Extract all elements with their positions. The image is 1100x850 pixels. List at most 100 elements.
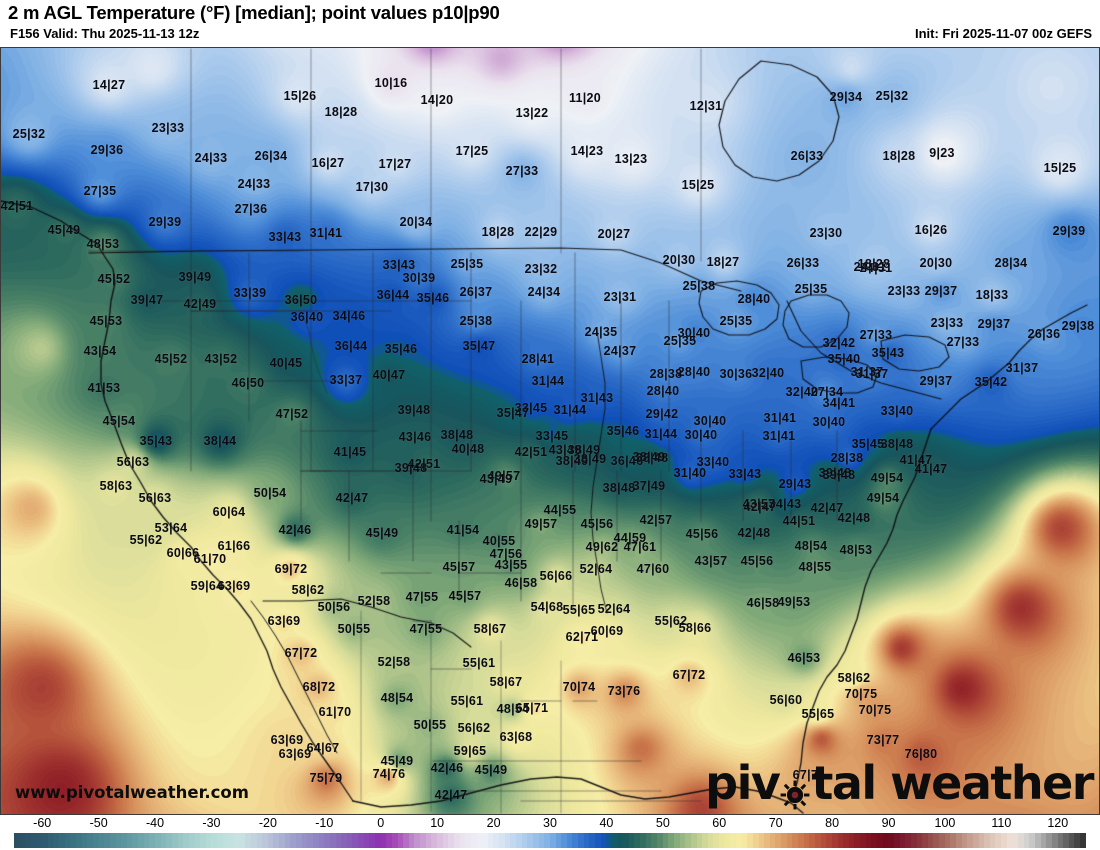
colorbar-swatch <box>155 833 161 848</box>
colorbar-swatch <box>171 833 178 848</box>
colorbar-swatch <box>76 833 82 848</box>
colorbar-tick-labels: -60 -50 -40 -30 -20 -10 0 10 20 30 40 50 60 70 80 90 100… <box>0 816 1100 833</box>
colorbar-swatch <box>967 833 973 848</box>
colorbar-swatch <box>307 833 313 848</box>
colorbar-swatch <box>183 833 189 848</box>
colorbar-swatch <box>594 833 601 848</box>
colorbar-tick: 30 <box>543 816 557 830</box>
model-init-time: Init: Fri 2025-11-07 00z GEFS <box>914 26 1092 41</box>
colorbar-tick: 40 <box>599 816 614 830</box>
colorbar-swatch <box>865 833 872 848</box>
colorbar-swatch <box>70 833 77 848</box>
colorbar-swatch <box>262 833 268 848</box>
colorbar-swatch <box>375 833 381 848</box>
colorbar-swatch <box>420 833 426 848</box>
colorbar-swatch <box>346 833 353 848</box>
colorbar[interactable]: -60 -50 -40 -30 -20 -10 0 10 20 30 40 50 60 70 80 90 100… <box>0 816 1100 850</box>
colorbar-swatch <box>871 833 878 848</box>
colorbar-swatch <box>916 833 923 848</box>
colorbar-swatch <box>657 833 663 848</box>
colorbar-swatch <box>448 833 454 848</box>
colorbar-swatch <box>1006 833 1013 848</box>
colorbar-swatch <box>59 833 65 848</box>
colorbar-swatch <box>685 833 691 848</box>
colorbar-swatch <box>487 833 494 848</box>
colorbar-swatch <box>510 833 517 848</box>
colorbar-swatch <box>290 833 297 848</box>
forecast-valid-time: F156 Valid: Thu 2025-11-13 12z <box>10 26 200 41</box>
colorbar-tick: -30 <box>202 816 221 830</box>
colorbar-swatch <box>527 833 533 848</box>
colorbar-swatch <box>205 833 212 848</box>
colorbar-swatch <box>944 833 951 848</box>
colorbar-swatch <box>431 833 438 848</box>
colorbar-swatch <box>53 833 60 848</box>
colorbar-swatch <box>138 833 144 848</box>
colorbar-swatch <box>217 833 223 848</box>
colorbar-swatch <box>843 833 849 848</box>
colorbar-swatch <box>408 833 415 848</box>
colorbar-swatch <box>814 833 821 848</box>
colorbar-swatch <box>955 833 962 848</box>
colorbar-swatch <box>673 833 680 848</box>
colorbar-swatch <box>329 833 336 848</box>
colorbar-swatch <box>87 833 93 848</box>
watermark-text-before: piv <box>705 756 781 810</box>
colorbar-swatch <box>668 833 674 848</box>
colorbar-swatch <box>972 833 979 848</box>
colorbar-swatch <box>121 833 127 848</box>
colorbar-swatch <box>922 833 928 848</box>
colorbar-swatch <box>318 833 325 848</box>
site-url-watermark: www.pivotalweather.com <box>15 783 249 802</box>
colorbar-swatch <box>115 833 122 848</box>
colorbar-swatch <box>910 833 917 848</box>
page-title: 2 m AGL Temperature (°F) [median]; point… <box>8 2 500 23</box>
colorbar-swatch <box>222 833 229 848</box>
colorbar-swatch <box>606 833 612 848</box>
colorbar-swatch <box>679 833 686 848</box>
colorbar-swatch <box>764 833 770 848</box>
colorbar-swatch <box>978 833 985 848</box>
colorbar-swatch <box>47 833 54 848</box>
colorbar-swatch <box>245 833 251 848</box>
colorbar-swatch <box>1080 833 1086 848</box>
colorbar-swatch <box>905 833 911 848</box>
colorbar-swatch <box>848 833 855 848</box>
colorbar-swatch <box>482 833 488 848</box>
colorbar-swatch <box>1068 833 1075 848</box>
temperature-map[interactable]: 14|27 15|26 25|32 23|33 29|36 24|33 26|34 16|27… <box>0 47 1100 815</box>
colorbar-swatch <box>476 833 483 848</box>
colorbar-swatch <box>301 833 308 848</box>
colorbar-swatch <box>798 833 804 848</box>
colorbar-swatch <box>1074 833 1081 848</box>
colorbar-swatch <box>166 833 172 848</box>
colorbar-tick: 50 <box>655 816 670 830</box>
colorbar-swatch <box>425 833 432 848</box>
colorbar-swatch <box>403 833 409 848</box>
colorbar-swatch <box>809 833 815 848</box>
colorbar-swatch <box>893 833 900 848</box>
colorbar-swatch <box>933 833 940 848</box>
colorbar-swatch <box>826 833 832 848</box>
colorbar-tick: -60 <box>33 816 52 830</box>
colorbar-swatch <box>860 833 866 848</box>
watermark-text-after: tal weather <box>811 756 1094 810</box>
map-header: 2 m AGL Temperature (°F) [median]; point… <box>0 0 1100 48</box>
colorbar-swatch <box>758 833 765 848</box>
colorbar-swatch <box>1012 833 1019 848</box>
colorbar-tick: 120 <box>1047 816 1069 830</box>
colorbar-swatch <box>211 833 218 848</box>
gear-sun-icon <box>780 771 810 810</box>
colorbar-swatch <box>882 833 889 848</box>
colorbar-swatch <box>98 833 105 848</box>
colorbar-swatch <box>1034 833 1041 848</box>
colorbar-swatch <box>109 833 116 848</box>
colorbar-swatch <box>284 833 291 848</box>
colorbar-swatch <box>549 833 556 848</box>
map-raster <box>1 48 1099 814</box>
colorbar-swatch <box>1040 833 1047 848</box>
colorbar-swatch <box>1023 833 1030 848</box>
colorbar-swatch <box>380 833 387 848</box>
colorbar-swatch <box>453 833 460 848</box>
colorbar-swatch <box>707 833 714 848</box>
